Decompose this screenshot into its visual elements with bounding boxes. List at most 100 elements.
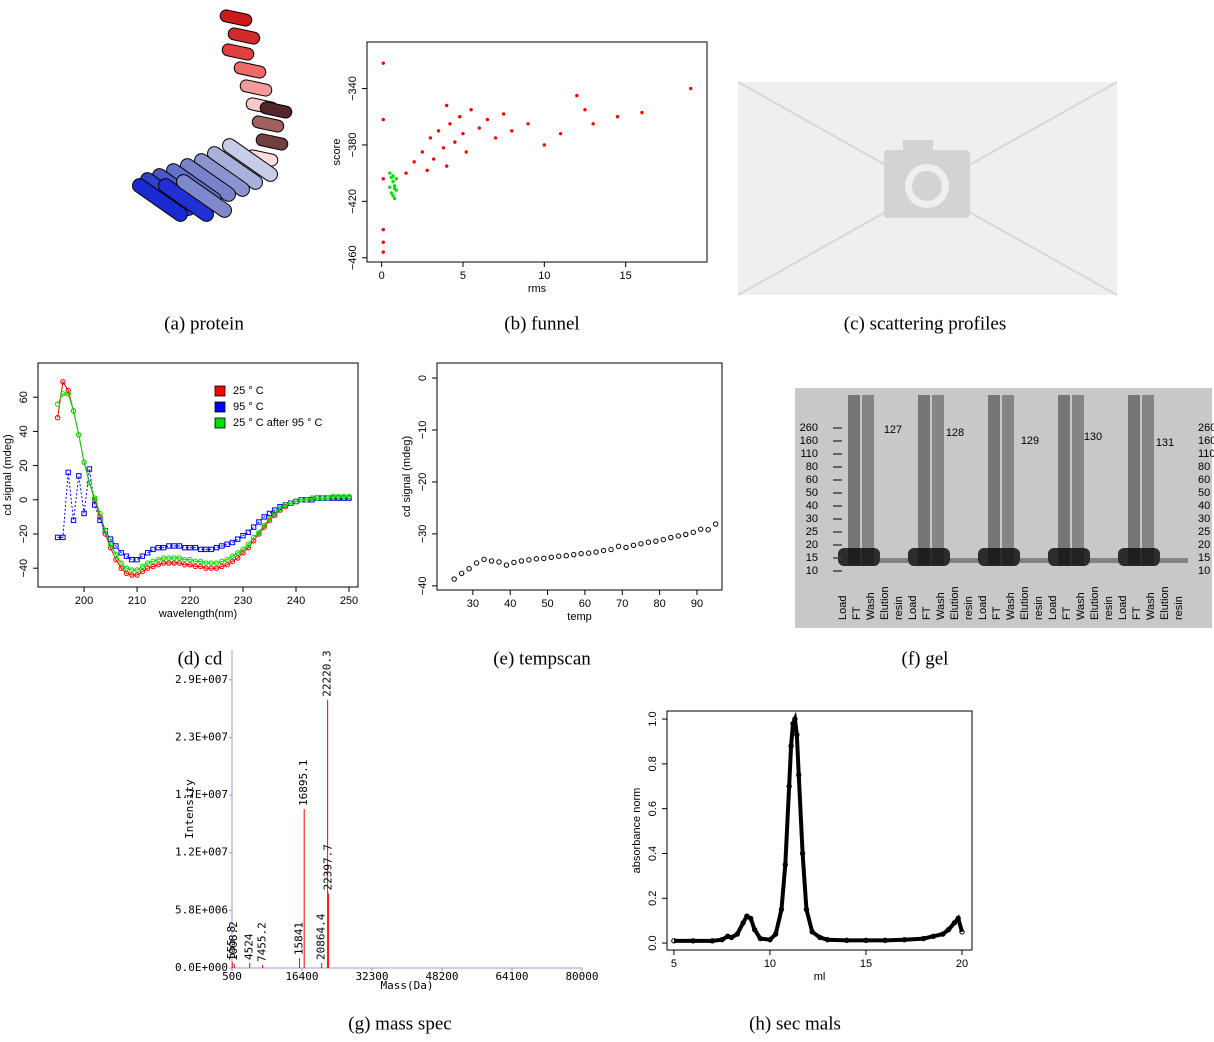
series-line <box>57 468 349 561</box>
marker <box>388 171 392 175</box>
y-tick-label: −20 <box>417 473 429 492</box>
gel-marker-label: 160 <box>800 435 818 447</box>
marker <box>615 115 620 119</box>
marker <box>81 459 87 465</box>
x-tick-label: 0 <box>379 270 385 282</box>
peak-label: 20864.4 <box>315 913 328 960</box>
gel-marker-label: 15 <box>806 552 818 564</box>
marker <box>391 174 395 178</box>
marker <box>160 555 167 561</box>
gel-marker-label: 25 <box>806 526 818 538</box>
gel-lane-label: Elution <box>949 586 961 620</box>
gel-lane-label: resin <box>893 596 905 620</box>
marker <box>346 493 352 500</box>
legend-swatch <box>214 385 226 397</box>
marker <box>118 560 124 566</box>
marker <box>501 112 506 116</box>
marker <box>76 432 82 438</box>
marker <box>213 560 220 566</box>
x-tick-label: 200 <box>75 595 93 607</box>
marker <box>660 536 667 543</box>
gel-band <box>1090 558 1118 563</box>
marker <box>583 107 587 112</box>
marker <box>451 576 457 582</box>
gel-lane-label: FT <box>991 606 1003 620</box>
marker <box>113 543 119 549</box>
marker <box>392 184 397 188</box>
marker <box>778 906 785 913</box>
y-tick-label: −30 <box>417 525 429 544</box>
gel-smear <box>1142 395 1154 565</box>
marker <box>97 510 103 517</box>
marker <box>240 550 246 556</box>
marker <box>118 565 124 571</box>
marker <box>219 543 225 549</box>
marker <box>388 185 392 189</box>
y-tick-label: −420 <box>347 189 359 214</box>
x-tick-label: 64100 <box>495 970 528 983</box>
marker <box>381 61 385 65</box>
gel-band <box>978 548 1020 566</box>
marker <box>425 168 429 173</box>
marker <box>245 529 252 535</box>
marker <box>240 546 246 553</box>
marker <box>461 131 465 136</box>
x-tick-label: 240 <box>287 595 305 607</box>
y-tick-label: 0.0E+000 <box>175 961 228 974</box>
marker <box>441 146 446 150</box>
marker <box>219 563 225 570</box>
gel-smear <box>1058 395 1070 565</box>
gel-lane-label: Wash <box>1075 592 1087 620</box>
y-tick-label: 1.2E+007 <box>175 846 228 859</box>
gel-lane-label: resin <box>1033 596 1045 620</box>
gel-marker-label: 50 <box>1198 487 1210 499</box>
gel-smear <box>932 395 944 565</box>
marker <box>144 560 151 566</box>
gel-marker-label: 20 <box>806 539 818 551</box>
marker <box>571 551 577 558</box>
marker <box>431 157 436 161</box>
marker <box>591 122 595 126</box>
gel-lane-label: resin <box>1103 596 1115 620</box>
x-tick-label: 220 <box>181 595 199 607</box>
marker <box>166 560 172 566</box>
marker <box>481 556 487 563</box>
marker <box>548 554 554 560</box>
gel-band <box>1118 548 1160 566</box>
gel-lane-label: Wash <box>935 592 947 620</box>
y-tick-label: 0.0 <box>647 935 659 950</box>
gel-marker-label: 60 <box>1198 474 1210 486</box>
gel-lane-label: Wash <box>865 592 877 620</box>
y-tick-label: 1.7E+007 <box>175 788 228 801</box>
gel-lane-label: Load <box>837 596 849 620</box>
marker <box>453 140 457 144</box>
marker <box>261 514 267 520</box>
gel-smear <box>1002 395 1014 565</box>
gel-marker-label: 30 <box>806 513 818 525</box>
x-tick-label: 15 <box>620 270 632 282</box>
marker <box>330 493 336 500</box>
x-tick-label: 48200 <box>425 970 458 983</box>
marker <box>690 938 696 944</box>
marker <box>219 558 225 565</box>
marker <box>503 562 510 568</box>
marker <box>155 556 161 563</box>
marker <box>224 562 230 568</box>
y-axis-label: cd signal (mdeg) <box>2 434 14 515</box>
marker <box>734 931 740 937</box>
y-tick-label: 5.8E+006 <box>175 903 228 916</box>
caption: (f) gel <box>902 648 949 669</box>
gel-sample-label: 128 <box>946 427 964 439</box>
gel-band <box>1048 548 1090 566</box>
x-tick-label: 30 <box>467 598 479 610</box>
marker <box>261 522 267 529</box>
gel-marker-label: 260 <box>800 422 818 434</box>
x-tick-label: 80000 <box>565 970 598 983</box>
marker <box>250 534 257 541</box>
marker <box>448 122 452 126</box>
caption: (d) cd <box>178 648 223 669</box>
marker <box>955 915 961 922</box>
x-tick-label: 230 <box>234 595 252 607</box>
marker <box>518 558 525 564</box>
